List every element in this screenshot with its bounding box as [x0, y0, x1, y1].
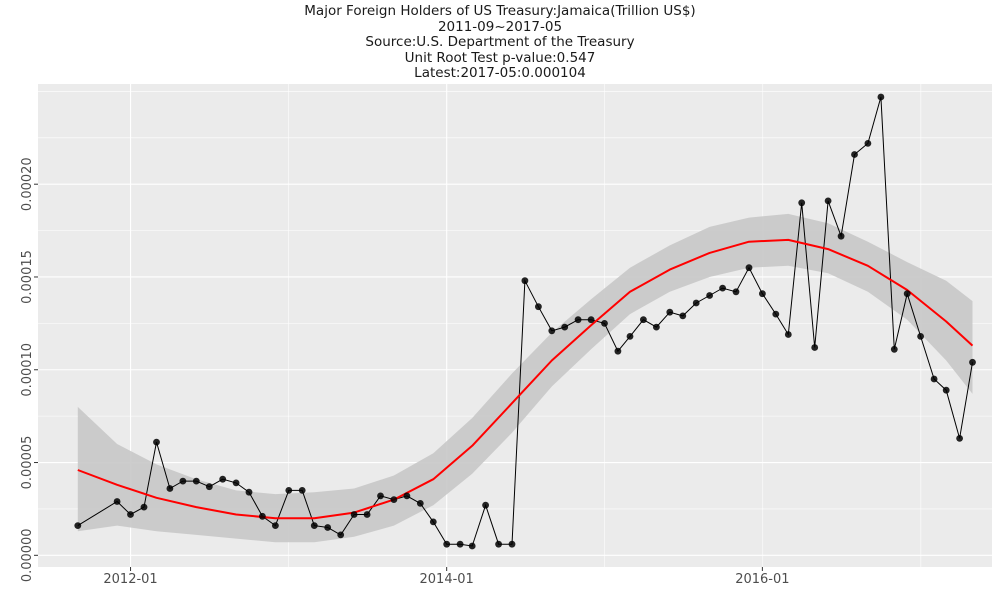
- data-point: [561, 323, 569, 331]
- data-point: [310, 522, 318, 529]
- data-point: [719, 284, 726, 292]
- data-point: [601, 320, 608, 327]
- data-point: [890, 345, 898, 353]
- data-point: [272, 522, 279, 529]
- data-point: [232, 479, 240, 487]
- data-point: [468, 542, 476, 550]
- chart-source: Source:U.S. Department of the Treasury: [365, 34, 635, 50]
- data-point: [521, 277, 529, 285]
- data-point: [324, 524, 332, 531]
- data-point: [745, 264, 753, 272]
- data-point: [614, 347, 622, 355]
- data-point: [285, 487, 293, 494]
- y-axis: 0.00000 0.00005 0.00010 0.00015 0.00020: [20, 157, 38, 582]
- data-point: [166, 485, 174, 492]
- data-point: [113, 498, 121, 505]
- data-point: [837, 232, 845, 240]
- data-point: [784, 331, 792, 338]
- y-tick-label: 0.00010: [20, 343, 35, 397]
- x-tick-label: 2012-01: [103, 572, 157, 587]
- data-point: [851, 151, 858, 158]
- x-tick-label: 2016-01: [735, 572, 789, 587]
- data-point: [969, 358, 976, 366]
- y-tick-label: 0.00000: [20, 528, 35, 582]
- data-point: [574, 316, 582, 324]
- data-point: [416, 500, 424, 507]
- y-tick-label: 0.00005: [20, 436, 35, 490]
- data-point: [495, 540, 502, 548]
- chart-date-range: 2011-09~2017-05: [437, 18, 563, 35]
- data-point: [666, 308, 674, 316]
- data-point: [679, 312, 687, 320]
- data-point: [798, 199, 806, 207]
- data-points: [74, 93, 976, 550]
- data-point: [456, 540, 464, 548]
- data-point: [626, 333, 634, 340]
- y-tick-label: 0.00015: [20, 250, 35, 304]
- data-point: [732, 288, 740, 296]
- data-point: [903, 290, 911, 298]
- data-point: [390, 496, 398, 503]
- chart-latest-value: Latest:2017-05:0.000104: [414, 65, 586, 81]
- data-point: [824, 197, 832, 205]
- data-point: [864, 140, 872, 147]
- chart-title-block: Major Foreign Holders of US Treasury:Jam…: [0, 3, 1000, 82]
- data-point: [930, 375, 938, 383]
- smooth-trend-line: [77, 238, 974, 520]
- data-point: [192, 477, 200, 485]
- data-point: [74, 522, 82, 529]
- confidence-ribbon: [77, 213, 973, 543]
- y-tick-label: 0.00020: [20, 157, 35, 211]
- data-point: [245, 488, 253, 496]
- data-point: [535, 303, 542, 311]
- data-point: [363, 511, 371, 518]
- data-point: [706, 292, 713, 299]
- grid-lines: [38, 84, 992, 567]
- confidence-band: [77, 213, 973, 543]
- data-point: [350, 511, 358, 518]
- data-point: [205, 483, 213, 491]
- data-point: [443, 540, 451, 548]
- data-point: [759, 290, 766, 298]
- x-axis: 2012-01 2014-01 2016-01: [103, 567, 790, 587]
- data-point: [153, 438, 160, 446]
- data-point: [811, 344, 819, 351]
- data-point: [429, 518, 437, 526]
- data-point: [179, 477, 187, 485]
- x-tick-label: 2014-01: [420, 572, 474, 587]
- data-point: [877, 93, 885, 101]
- chart-unit-root-test: Unit Root Test p-value:0.547: [404, 49, 596, 66]
- smooth-line-layer: [77, 238, 974, 520]
- data-point: [298, 487, 306, 494]
- data-point: [140, 503, 148, 511]
- data-point: [259, 512, 266, 520]
- data-point: [127, 511, 134, 518]
- data-point: [508, 540, 516, 548]
- data-point: [772, 310, 780, 318]
- data-point: [548, 327, 556, 335]
- data-point: [482, 501, 489, 509]
- data-point: [337, 531, 345, 539]
- data-point: [377, 492, 384, 500]
- data-point: [692, 299, 700, 307]
- data-point: [219, 475, 227, 483]
- data-point: [942, 386, 950, 394]
- data-point: [956, 435, 963, 442]
- chart-title: Major Foreign Holders of US Treasury:Jam…: [304, 3, 696, 19]
- data-point: [917, 333, 924, 340]
- data-point: [653, 323, 660, 331]
- data-point: [403, 492, 411, 500]
- data-point: [640, 316, 647, 324]
- data-point: [587, 316, 595, 324]
